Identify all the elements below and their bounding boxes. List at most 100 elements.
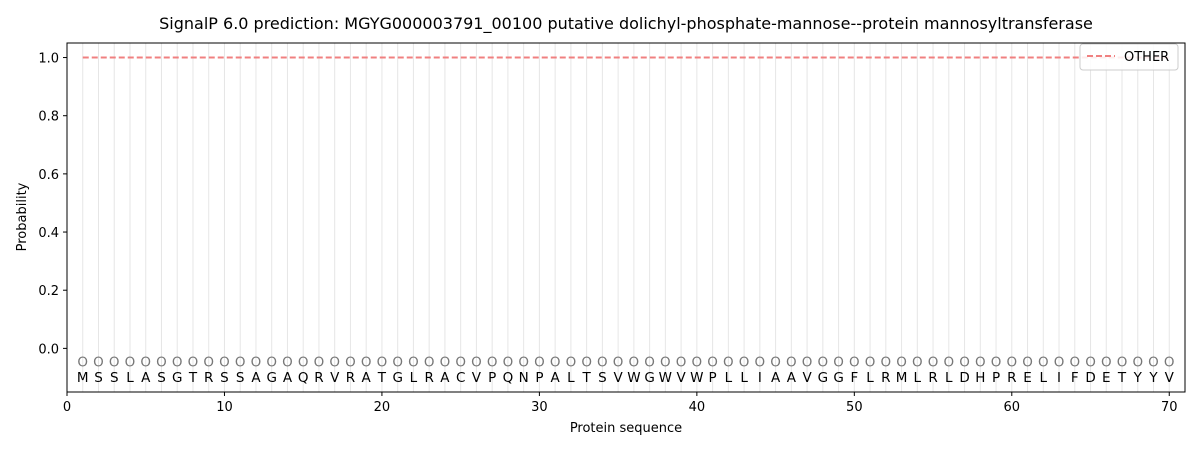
residue-label: V <box>472 370 482 386</box>
residue-label: S <box>157 370 166 386</box>
residue-label: V <box>802 370 812 386</box>
region-label: O <box>692 354 703 370</box>
residue-label: Y <box>1148 370 1158 386</box>
residue-label: E <box>1102 370 1111 386</box>
residue-label: P <box>709 370 717 386</box>
residue-label: H <box>975 370 985 386</box>
region-label: O <box>534 354 545 370</box>
residue-label: A <box>362 370 372 386</box>
residue-label: V <box>1165 370 1175 386</box>
residue-label: A <box>141 370 151 386</box>
region-label: O <box>644 354 655 370</box>
region-label: O <box>550 354 561 370</box>
residue-label: I <box>1057 370 1061 386</box>
x-tick-label: 30 <box>531 400 548 415</box>
region-label: O <box>329 354 340 370</box>
residue-label: R <box>314 370 323 386</box>
residue-label: V <box>330 370 340 386</box>
region-label: O <box>1101 354 1112 370</box>
region-label: O <box>1148 354 1159 370</box>
residue-label: G <box>266 370 276 386</box>
residue-label: I <box>758 370 762 386</box>
residue-label: T <box>377 370 387 386</box>
residue-label: S <box>94 370 103 386</box>
residue-label: A <box>771 370 781 386</box>
region-label: O <box>1006 354 1017 370</box>
region-label: O <box>471 354 482 370</box>
region-label: O <box>77 354 88 370</box>
residue-label: T <box>1117 370 1127 386</box>
region-label: O <box>991 354 1002 370</box>
residue-labels: OMOSOSOLOAOSOGOTOROSOSOAOGOAOQOROVOROAOT… <box>77 354 1175 386</box>
x-tick-label: 0 <box>63 400 71 415</box>
y-tick-label: 0.4 <box>38 226 59 241</box>
residue-label: Q <box>298 370 309 386</box>
residue-label: S <box>236 370 245 386</box>
region-label: O <box>93 354 104 370</box>
legend: OTHER <box>1079 43 1179 71</box>
region-label: O <box>156 354 167 370</box>
residue-gridlines <box>82 43 1170 392</box>
residue-label: A <box>283 370 293 386</box>
region-label: O <box>1054 354 1065 370</box>
legend-box <box>1079 43 1179 71</box>
region-label: O <box>676 354 687 370</box>
region-label: O <box>566 354 577 370</box>
region-label: O <box>943 354 954 370</box>
region-label: O <box>975 354 986 370</box>
region-label: O <box>503 354 514 370</box>
residue-label: L <box>866 370 874 386</box>
residue-label: P <box>488 370 496 386</box>
residue-label: G <box>392 370 402 386</box>
region-label: O <box>487 354 498 370</box>
region-label: O <box>392 354 403 370</box>
region-label: O <box>251 354 262 370</box>
y-axis-label: Probability <box>15 182 30 251</box>
region-label: O <box>1132 354 1143 370</box>
region-label: O <box>408 354 419 370</box>
residue-label: A <box>551 370 561 386</box>
region-label: O <box>928 354 939 370</box>
x-tick-label: 10 <box>216 400 233 415</box>
residue-label: G <box>172 370 182 386</box>
x-axis: 0 10 20 30 40 50 60 70 <box>63 392 1178 415</box>
plot-frame <box>66 42 1186 393</box>
x-tick-label: 50 <box>846 400 863 415</box>
residue-label: L <box>1040 370 1048 386</box>
residue-label: S <box>220 370 229 386</box>
residue-label: A <box>440 370 450 386</box>
region-label: O <box>833 354 844 370</box>
region-label: O <box>424 354 435 370</box>
region-label: O <box>203 354 214 370</box>
residue-label: T <box>188 370 198 386</box>
region-label: O <box>172 354 183 370</box>
region-label: O <box>849 354 860 370</box>
region-label: O <box>282 354 293 370</box>
residue-label: A <box>251 370 261 386</box>
residue-label: M <box>77 370 89 386</box>
residue-label: Q <box>503 370 514 386</box>
region-label: O <box>959 354 970 370</box>
region-label: O <box>755 354 766 370</box>
region-label: O <box>314 354 325 370</box>
residue-label: V <box>614 370 624 386</box>
residue-label: R <box>928 370 937 386</box>
residue-label: D <box>1085 370 1095 386</box>
residue-label: L <box>567 370 575 386</box>
residue-label: P <box>992 370 1000 386</box>
region-label: O <box>629 354 640 370</box>
x-tick-label: 40 <box>689 400 706 415</box>
region-label: O <box>235 354 246 370</box>
residue-label: R <box>204 370 213 386</box>
region-label: O <box>802 354 813 370</box>
residue-label: M <box>896 370 908 386</box>
residue-label: Y <box>1133 370 1143 386</box>
region-label: O <box>518 354 529 370</box>
region-label: O <box>597 354 608 370</box>
region-label: O <box>125 354 136 370</box>
region-label: O <box>912 354 923 370</box>
y-tick-label: 0.6 <box>38 168 59 183</box>
region-label: O <box>786 354 797 370</box>
region-label: O <box>188 354 199 370</box>
residue-label: V <box>676 370 686 386</box>
